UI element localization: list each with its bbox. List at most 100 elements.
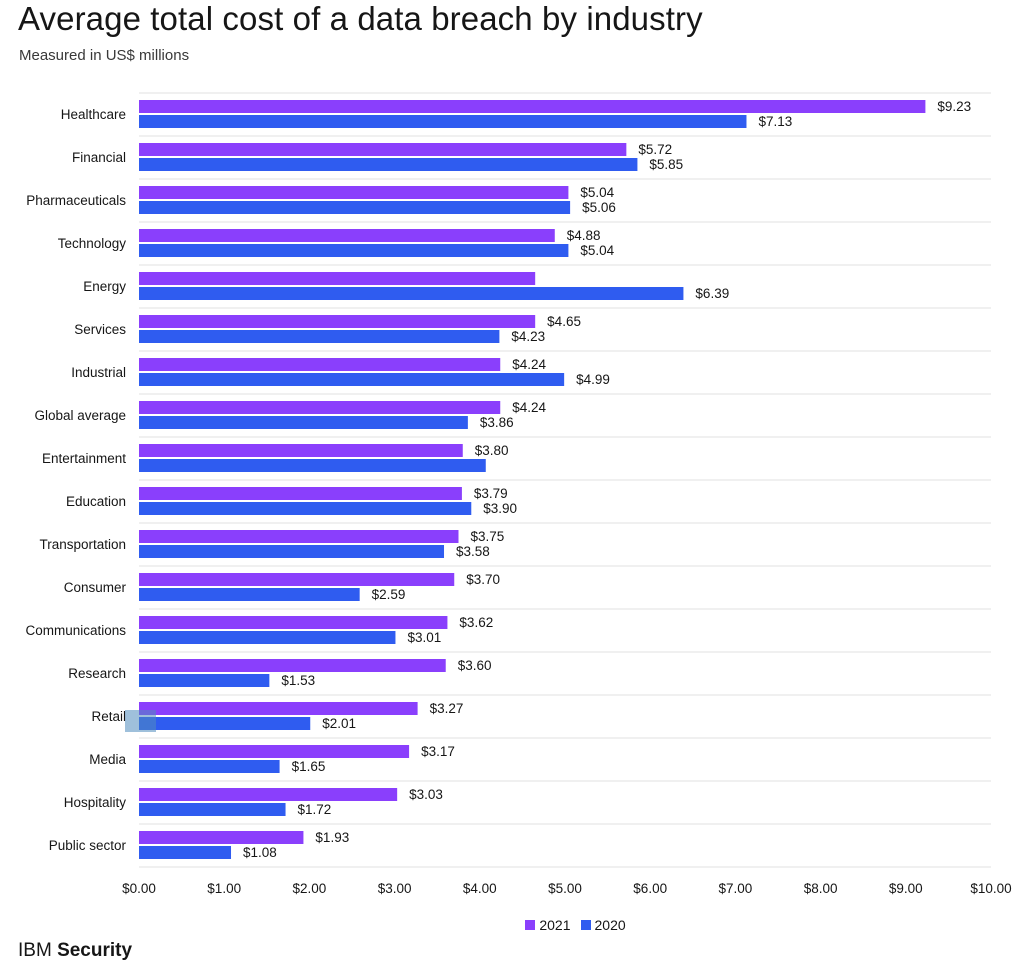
category-label: Services — [74, 322, 126, 337]
bar-2020 — [139, 760, 280, 773]
bar-2021 — [139, 745, 410, 758]
data-label: $2.01 — [322, 716, 356, 731]
bar-2020 — [139, 158, 638, 171]
bar-2021 — [139, 401, 501, 414]
category-label: Hospitality — [64, 795, 127, 810]
bar-2020 — [139, 330, 500, 343]
data-label: $4.88 — [567, 228, 601, 243]
data-label: $1.72 — [298, 802, 332, 817]
bar-2021 — [139, 315, 536, 328]
legend-item-2021[interactable]: 2021 — [525, 917, 571, 933]
x-tick-label: $4.00 — [463, 881, 497, 896]
bar-2021 — [139, 143, 627, 156]
bar-2021 — [139, 444, 463, 457]
bar-2020 — [139, 631, 396, 644]
category-label: Media — [89, 752, 126, 767]
bar-2021 — [139, 272, 536, 285]
data-label: $4.24 — [512, 357, 546, 372]
x-tick-label: $3.00 — [378, 881, 412, 896]
data-label: $3.17 — [421, 744, 455, 759]
data-label: $1.08 — [243, 845, 277, 860]
data-label: $3.58 — [456, 544, 490, 559]
category-label: Global average — [34, 408, 126, 423]
bar-2020 — [139, 373, 565, 386]
data-label: $3.75 — [471, 529, 505, 544]
category-label: Industrial — [71, 365, 126, 380]
data-label: $4.24 — [512, 400, 546, 415]
category-label: Healthcare — [61, 107, 126, 122]
bar-2021 — [139, 831, 304, 844]
data-label: $5.04 — [580, 243, 614, 258]
data-label: $4.65 — [547, 314, 581, 329]
bar-2021 — [139, 788, 398, 801]
data-label: $2.59 — [372, 587, 406, 602]
x-tick-label: $1.00 — [207, 881, 241, 896]
data-label: $3.80 — [475, 443, 509, 458]
bar-2020 — [139, 244, 569, 257]
bar-2021 — [139, 487, 462, 500]
x-tick-label: $9.00 — [889, 881, 923, 896]
bar-2020 — [139, 416, 468, 429]
bar-2020 — [139, 459, 486, 472]
bar-2020 — [139, 545, 445, 558]
legend: 2021 2020 — [0, 917, 1031, 933]
x-tick-label: $6.00 — [633, 881, 667, 896]
category-label: Technology — [58, 236, 127, 251]
category-label: Consumer — [64, 580, 127, 595]
data-label: $7.13 — [758, 114, 792, 129]
bar-2020 — [139, 115, 747, 128]
bar-2020 — [139, 803, 286, 816]
bar-2021 — [139, 616, 448, 629]
hover-highlight — [125, 710, 156, 732]
legend-item-2020[interactable]: 2020 — [580, 917, 626, 933]
bar-2020 — [139, 502, 472, 515]
x-tick-label: $7.00 — [719, 881, 753, 896]
category-label: Communications — [25, 623, 126, 638]
data-label: $5.04 — [580, 185, 614, 200]
data-label: $4.99 — [576, 372, 610, 387]
brand-name-bold: Security — [57, 940, 133, 961]
data-label: $1.53 — [281, 673, 315, 688]
data-label: $5.85 — [649, 157, 683, 172]
data-label: $3.60 — [458, 658, 492, 673]
bar-2020 — [139, 846, 232, 859]
data-label: $6.39 — [695, 286, 729, 301]
x-tick-label: $2.00 — [293, 881, 327, 896]
bar-2021 — [139, 186, 569, 199]
legend-swatch-2020 — [580, 920, 591, 930]
data-label: $9.23 — [937, 99, 971, 114]
brand-name-light: IBM — [18, 940, 52, 961]
data-label: $1.93 — [315, 830, 349, 845]
category-label: Transportation — [39, 537, 126, 552]
chart-subtitle: Measured in US$ millions — [19, 47, 190, 64]
bar-2021 — [139, 358, 501, 371]
x-tick-label: $5.00 — [548, 881, 582, 896]
x-tick-label: $10.00 — [970, 881, 1011, 896]
legend-label-2020: 2020 — [594, 917, 626, 933]
bar-chart: Healthcare $9.23 $7.13 Financial $5.72$5.85 P… — [25, 92, 1012, 896]
bar-2021 — [139, 702, 418, 715]
x-tick-label: $8.00 — [804, 881, 838, 896]
bar-2021 — [139, 573, 455, 586]
bar-2020 — [139, 201, 571, 214]
chart-title: Average total cost of a data breach by i… — [18, 0, 703, 37]
bar-2021 — [139, 530, 459, 543]
data-label: $3.79 — [474, 486, 508, 501]
x-tick-label: $0.00 — [122, 881, 156, 896]
category-label: Education — [66, 494, 126, 509]
category-label: Research — [68, 666, 126, 681]
data-label: $3.03 — [409, 787, 443, 802]
bar-2020 — [139, 717, 311, 730]
bar-2021 — [139, 100, 926, 113]
bar-2020 — [139, 588, 360, 601]
legend-label-2021: 2021 — [539, 917, 571, 933]
data-label: $5.06 — [582, 200, 616, 215]
legend-swatch-2021 — [525, 920, 536, 930]
data-label: $5.72 — [638, 142, 672, 157]
bar-2021 — [139, 229, 555, 242]
bar-2021 — [139, 659, 446, 672]
bar-2020 — [139, 287, 684, 300]
brand-logo: IBM Security — [18, 940, 132, 962]
category-label: Public sector — [49, 838, 127, 853]
category-label: Energy — [83, 279, 126, 294]
